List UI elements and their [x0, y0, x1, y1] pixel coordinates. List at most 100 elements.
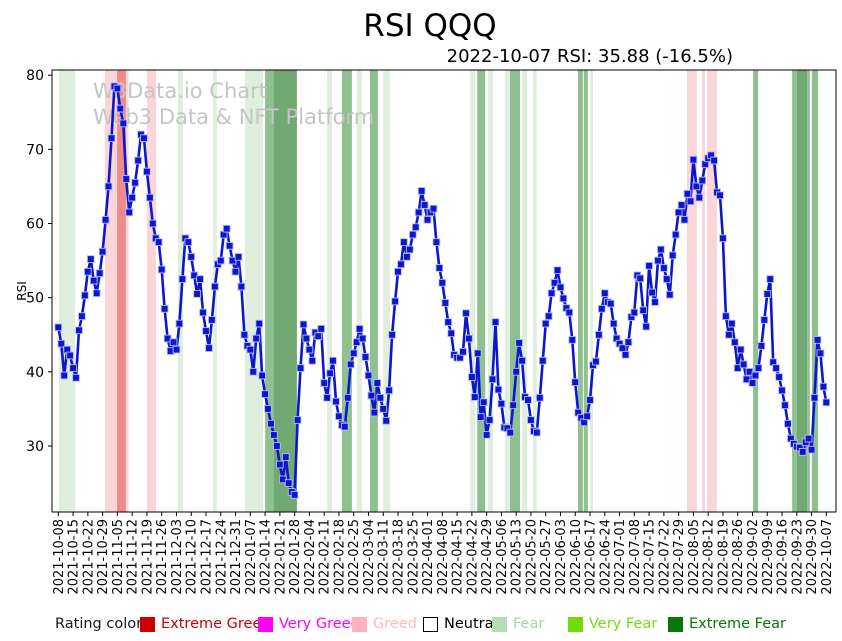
data-point-marker — [113, 84, 122, 93]
data-point-marker — [364, 371, 373, 380]
data-point-marker — [148, 219, 157, 228]
legend-item-label: Fear — [513, 616, 545, 632]
data-point-marker — [775, 373, 783, 381]
data-point-marker — [323, 393, 331, 402]
data-point-marker — [597, 304, 606, 313]
data-point-marker — [405, 245, 414, 254]
data-point-marker — [382, 416, 391, 425]
data-point-marker — [273, 442, 281, 450]
rating-band-greed — [125, 70, 129, 512]
x-tick-label: 2022-04-08 — [436, 519, 451, 595]
x-tick-label: 2022-08-19 — [716, 519, 731, 595]
data-point-marker — [600, 289, 609, 298]
x-tick-label: 2021-10-29 — [96, 519, 111, 595]
legend-item-label: Extreme Fear — [689, 616, 786, 632]
data-point-marker — [665, 290, 674, 299]
data-point-marker — [550, 278, 559, 287]
data-point-marker — [736, 345, 745, 354]
legend-item-neutral: Neutral — [423, 616, 498, 632]
rating-band-fear — [504, 70, 510, 512]
legend-swatch-icon — [492, 616, 507, 632]
data-point-marker — [237, 282, 246, 291]
legend-item-extreme-fear: Extreme Fear — [668, 616, 786, 632]
rating-band-greed — [146, 70, 157, 512]
x-tick-label: 2022-07-15 — [643, 519, 658, 595]
data-point-marker — [645, 261, 653, 270]
data-point-marker — [473, 349, 482, 358]
data-point-marker — [69, 364, 77, 372]
data-point-marker — [83, 267, 92, 276]
data-point-marker — [60, 371, 69, 380]
data-point-marker — [329, 356, 337, 365]
data-point-marker — [512, 367, 521, 376]
data-point-marker — [571, 378, 580, 387]
data-point-marker — [438, 278, 447, 287]
data-point-marker — [175, 319, 184, 328]
x-tick-label: 2021-11-12 — [126, 519, 141, 595]
rating-band-fear — [590, 70, 593, 512]
x-tick-label: 2022-09-23 — [790, 519, 805, 595]
plot-frame — [51, 69, 837, 513]
data-point-marker — [624, 338, 633, 347]
x-tick-label: 2021-10-15 — [67, 519, 82, 595]
data-point-marker — [349, 349, 358, 358]
data-point-marker — [556, 283, 565, 292]
x-tick-label: 2022-02-11 — [318, 519, 333, 595]
x-tick-label: 2021-10-08 — [52, 519, 67, 595]
data-point-marker — [270, 431, 278, 439]
data-point-marker — [781, 401, 789, 410]
data-point-marker — [727, 319, 736, 328]
data-point-marker — [293, 416, 302, 424]
x-tick-label: 2022-01-21 — [273, 519, 288, 595]
rating-band-extreme-greed — [117, 70, 126, 512]
x-tick-label: 2022-06-03 — [554, 519, 569, 595]
chart-legend: Rating color Extreme Greed Very Greed Gree… — [0, 613, 842, 637]
data-point-marker — [275, 460, 284, 469]
data-point-marker — [509, 401, 518, 410]
data-point-marker — [479, 398, 488, 407]
data-point-marker — [234, 253, 243, 261]
data-point-marker — [538, 356, 547, 365]
data-point-marker — [208, 316, 216, 324]
data-point-marker — [739, 360, 748, 369]
data-point-marker — [199, 308, 207, 317]
data-point-marker — [160, 304, 169, 313]
legend-item-greed: Greed — [352, 616, 417, 632]
data-point-marker — [308, 356, 317, 365]
data-point-marker — [772, 364, 780, 372]
x-tick-label: 2022-08-05 — [687, 519, 702, 595]
y-tick-label: 40 — [26, 365, 44, 381]
data-point-marker — [335, 412, 343, 421]
data-point-marker — [583, 412, 591, 421]
data-point-marker — [686, 197, 695, 206]
data-point-marker — [441, 299, 450, 307]
data-point-marker — [116, 104, 125, 113]
data-point-marker — [429, 204, 438, 213]
x-tick-label: 2022-03-25 — [406, 519, 421, 595]
data-point-marker — [760, 316, 769, 324]
rating-band-extreme-fear — [369, 70, 378, 512]
data-point-marker — [447, 329, 456, 338]
rating-band-fear — [522, 70, 528, 512]
rating-band-fear — [470, 70, 476, 512]
data-point-marker — [146, 193, 154, 202]
rating-band-fear — [58, 70, 76, 512]
data-point-marker — [648, 288, 656, 297]
data-point-marker — [725, 330, 733, 339]
data-point-marker — [284, 479, 293, 487]
x-tick-label: 2021-11-05 — [111, 519, 126, 595]
data-point-marker — [798, 448, 807, 456]
rating-band-greed — [707, 70, 717, 512]
legend-item-label: Very Greed — [279, 616, 360, 632]
data-point-marker — [515, 339, 523, 347]
data-point-marker — [355, 324, 364, 333]
data-point-marker — [86, 255, 95, 263]
data-point-marker — [435, 264, 444, 272]
x-tick-label: 2022-06-17 — [584, 519, 599, 595]
y-tick-label: 50 — [26, 291, 44, 307]
x-tick-label: 2022-07-08 — [628, 519, 643, 595]
x-tick-label: 2022-08-12 — [702, 519, 717, 595]
data-point-marker — [332, 397, 340, 406]
